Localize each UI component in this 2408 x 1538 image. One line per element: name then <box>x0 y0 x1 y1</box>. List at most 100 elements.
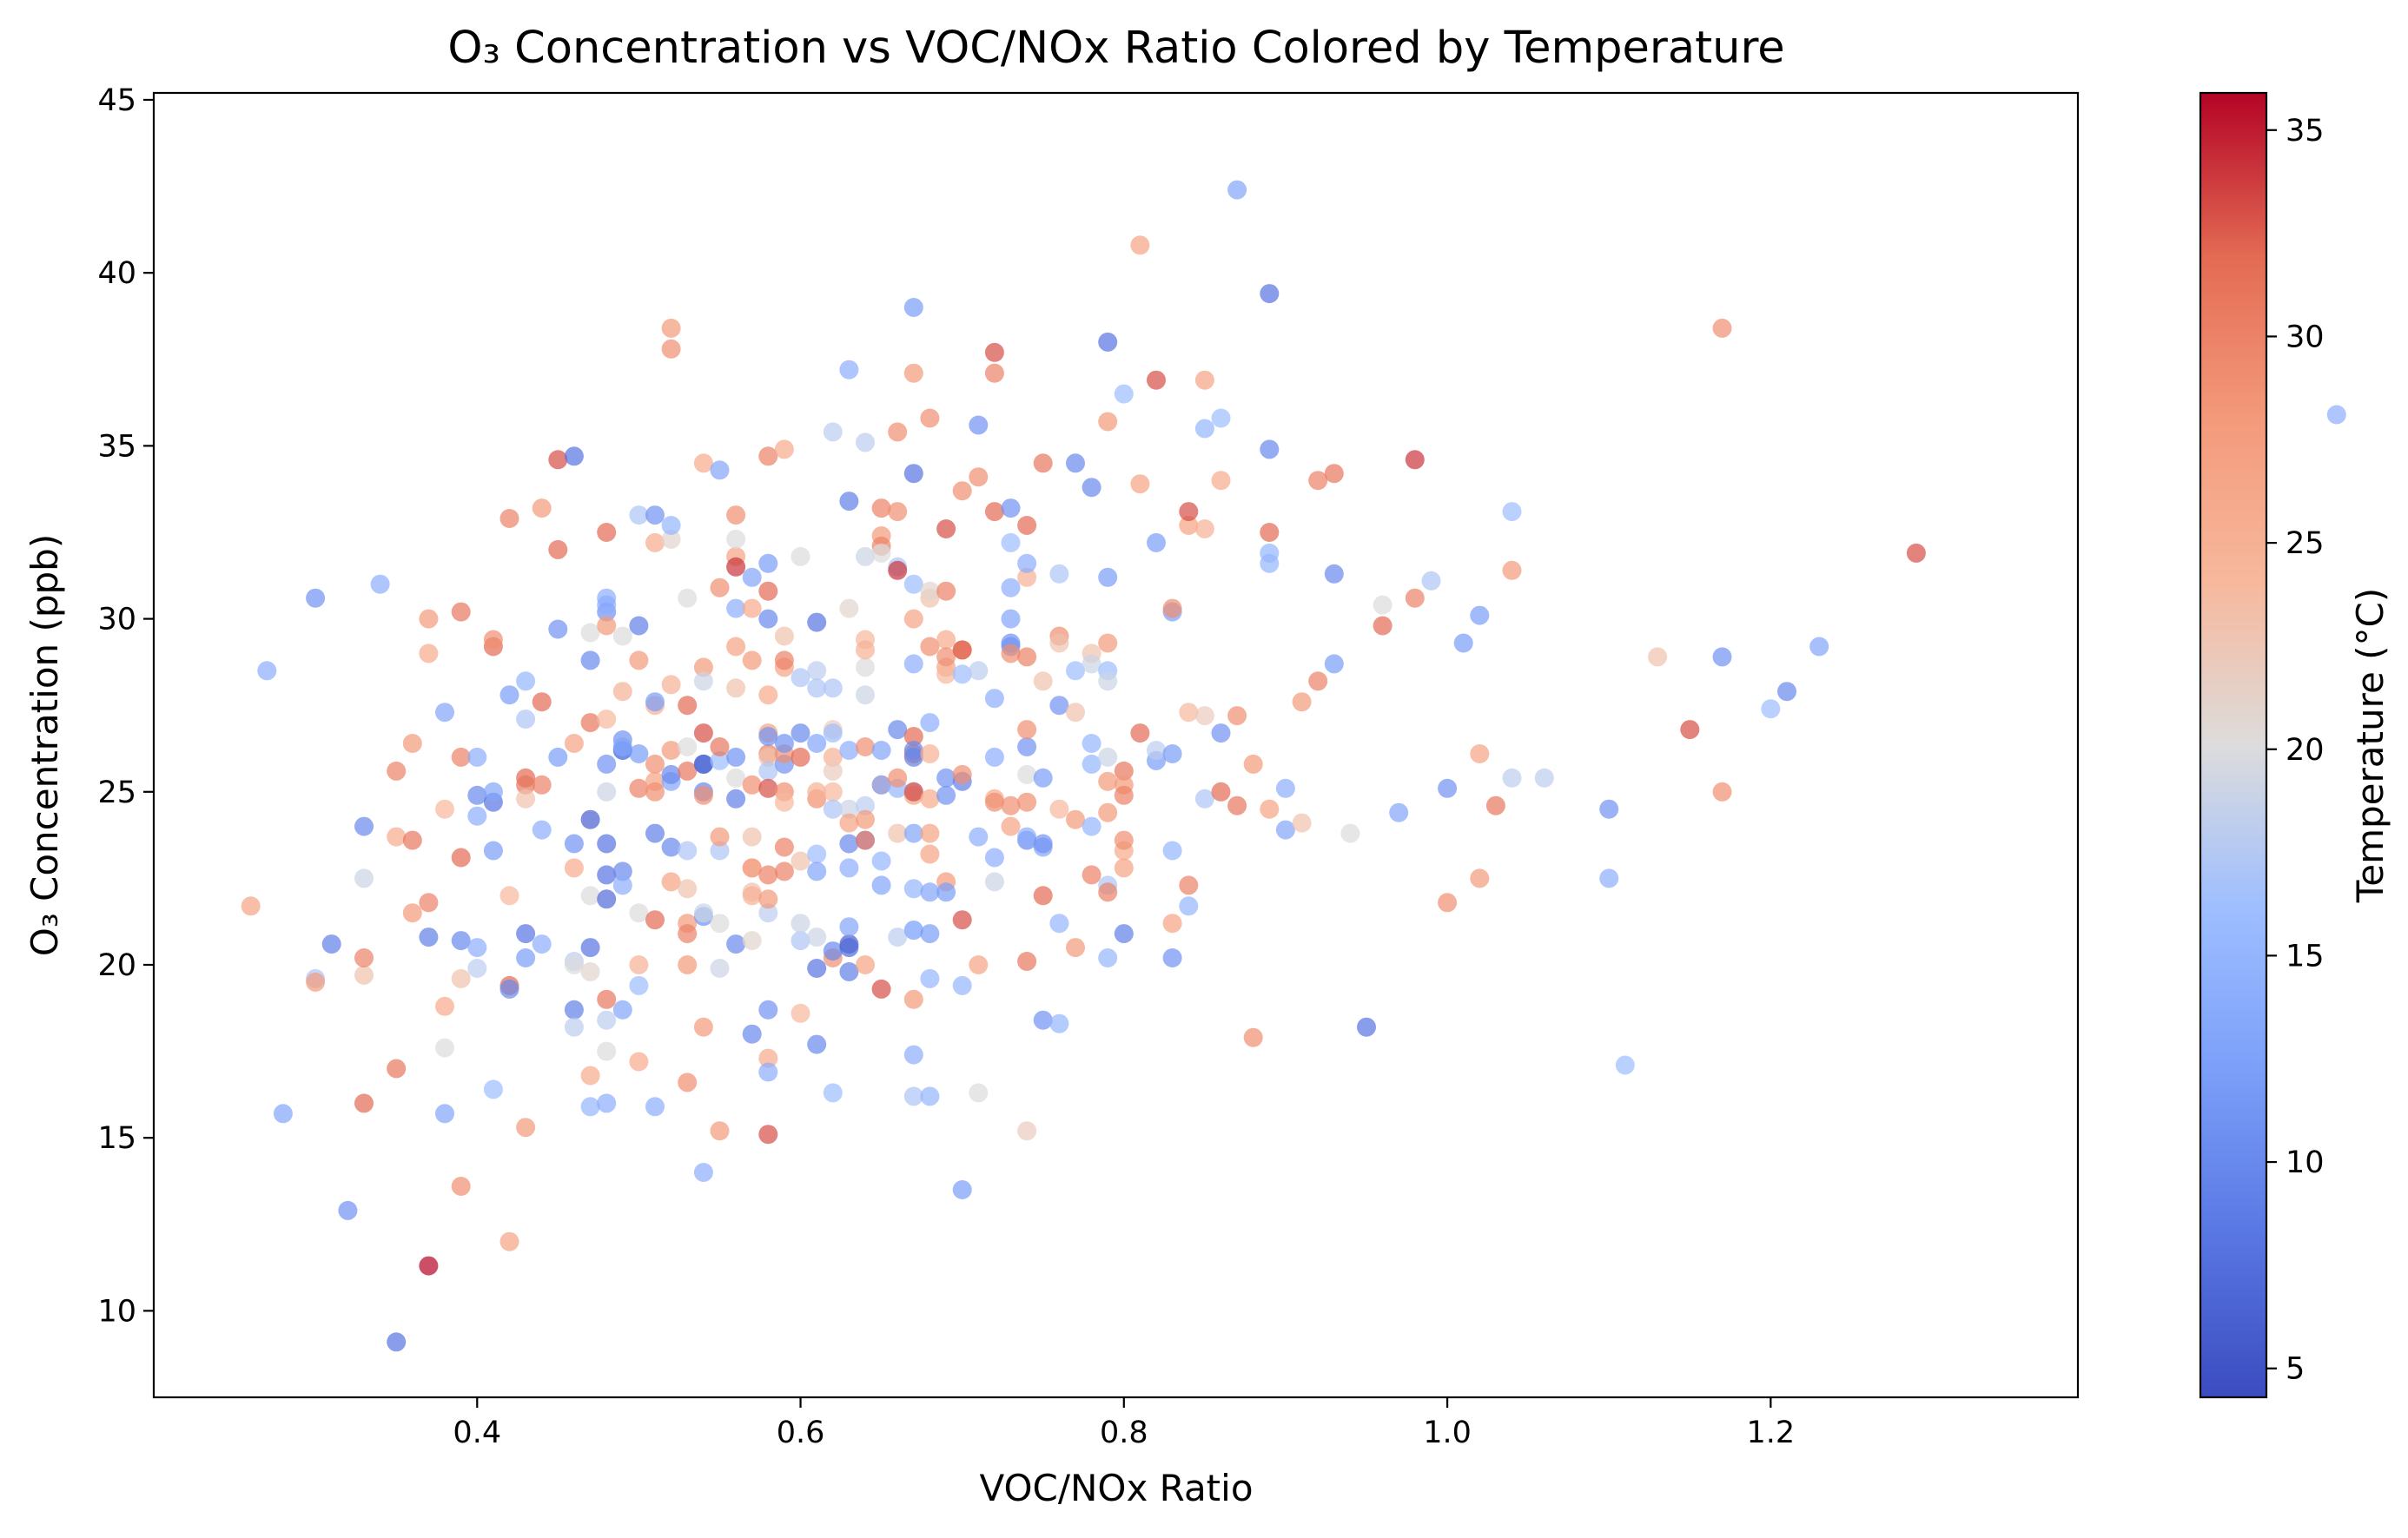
data-point <box>1260 799 1280 819</box>
data-point <box>903 989 923 1009</box>
data-point <box>710 578 730 597</box>
colorbar <box>2199 91 2268 1399</box>
data-point <box>726 678 746 698</box>
data-point <box>580 713 600 733</box>
data-point <box>1211 782 1231 802</box>
data-point <box>1292 813 1312 833</box>
x-tick-label: 0.4 <box>453 1416 501 1450</box>
data-point <box>920 744 940 763</box>
data-point <box>678 955 698 974</box>
data-point <box>580 886 600 906</box>
data-point <box>871 741 891 760</box>
data-point <box>969 827 989 847</box>
data-point <box>1049 799 1069 819</box>
data-point <box>920 924 940 944</box>
data-point <box>1017 827 1037 847</box>
data-point <box>1017 792 1037 812</box>
data-point <box>661 837 681 857</box>
data-point <box>580 962 600 981</box>
data-point <box>984 747 1004 767</box>
data-point <box>1599 799 1619 819</box>
colorbar-tick-label: 30 <box>2286 320 2325 354</box>
data-point <box>1066 809 1085 829</box>
data-point <box>710 841 730 861</box>
data-point <box>451 1177 471 1196</box>
data-point <box>742 567 762 587</box>
data-point <box>1017 553 1037 573</box>
data-point <box>597 1093 617 1113</box>
data-point <box>952 975 972 995</box>
data-point <box>936 882 956 902</box>
data-point <box>1712 318 1732 338</box>
data-point <box>1017 764 1037 784</box>
data-point <box>952 640 972 660</box>
data-point <box>629 650 649 670</box>
data-point <box>548 619 568 639</box>
data-point <box>871 875 891 895</box>
data-point <box>354 816 374 836</box>
data-point <box>548 539 568 559</box>
data-point <box>742 886 762 906</box>
data-point <box>856 685 875 705</box>
data-point <box>1179 516 1199 535</box>
data-point <box>1082 478 1101 498</box>
data-point <box>532 934 552 954</box>
data-point <box>774 439 794 459</box>
data-point <box>451 848 471 868</box>
data-point <box>467 747 487 767</box>
data-point <box>2326 405 2346 425</box>
data-point <box>1066 453 1085 473</box>
data-point <box>807 734 827 753</box>
data-point <box>839 799 859 819</box>
data-point <box>839 492 859 512</box>
data-point <box>984 848 1004 868</box>
data-point <box>1438 778 1458 798</box>
data-point <box>435 1038 454 1058</box>
data-point <box>1712 782 1732 802</box>
data-point <box>952 1180 972 1199</box>
data-point <box>678 1073 698 1092</box>
data-point <box>1001 816 1021 836</box>
data-point <box>1001 795 1021 815</box>
data-point <box>742 1024 762 1044</box>
data-point <box>532 692 552 712</box>
data-point <box>742 931 762 951</box>
data-point <box>1066 661 1085 681</box>
data-point <box>710 1121 730 1141</box>
data-point <box>516 710 536 729</box>
data-point <box>952 764 972 784</box>
data-point <box>1179 703 1199 723</box>
data-point <box>758 685 778 705</box>
data-point <box>823 1083 843 1103</box>
data-point <box>984 792 1004 812</box>
data-point <box>807 844 827 864</box>
data-point <box>483 630 503 650</box>
data-point <box>402 734 422 753</box>
data-point <box>903 363 923 383</box>
data-point <box>1098 948 1118 967</box>
data-point <box>807 661 827 681</box>
data-point <box>856 955 875 974</box>
data-point <box>903 464 923 484</box>
data-point <box>774 837 794 857</box>
data-point <box>597 782 617 802</box>
data-point <box>1162 744 1182 763</box>
data-point <box>597 1010 617 1030</box>
data-point <box>402 830 422 850</box>
data-point <box>1761 699 1781 719</box>
data-point <box>1227 706 1247 726</box>
data-point <box>1098 332 1118 352</box>
data-point <box>1114 785 1134 805</box>
data-point <box>888 823 908 843</box>
data-point <box>1194 370 1214 390</box>
y-axis-label: O₃ Concentration (ppb) <box>23 534 66 956</box>
x-tick-label: 1.0 <box>1423 1416 1472 1450</box>
data-point <box>1599 868 1619 888</box>
data-point <box>726 598 746 618</box>
data-point <box>839 917 859 937</box>
data-point <box>807 959 827 978</box>
data-point <box>1179 875 1199 895</box>
data-point <box>774 734 794 753</box>
data-point <box>597 595 617 615</box>
data-point <box>1502 502 1522 522</box>
